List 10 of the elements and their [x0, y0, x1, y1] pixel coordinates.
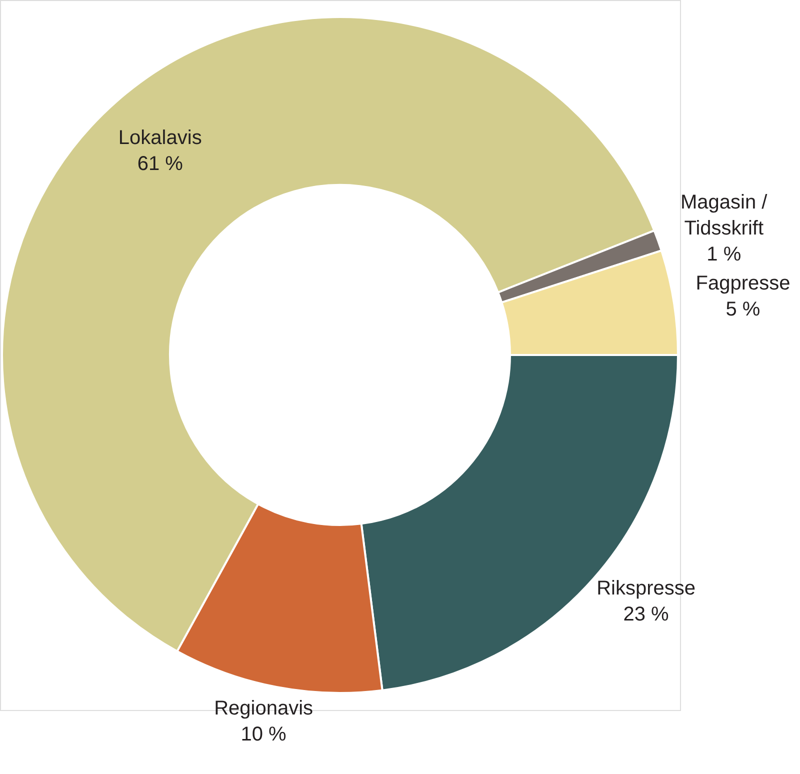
slice-label: Fagpresse: [696, 272, 790, 295]
slice-label: Rikspresse: [596, 578, 696, 600]
data-label: 61 %: [137, 152, 184, 175]
slice-label: Magasin / Tidsskrift: [680, 192, 768, 240]
data-label: 10 %: [240, 723, 287, 746]
data-label: 5 %: [726, 298, 760, 321]
slice-label: Lokalavis: [118, 126, 202, 149]
data-label: 23 %: [623, 604, 670, 626]
slice-label: Regionavis: [214, 697, 314, 720]
data-label: 1 %: [706, 244, 742, 266]
